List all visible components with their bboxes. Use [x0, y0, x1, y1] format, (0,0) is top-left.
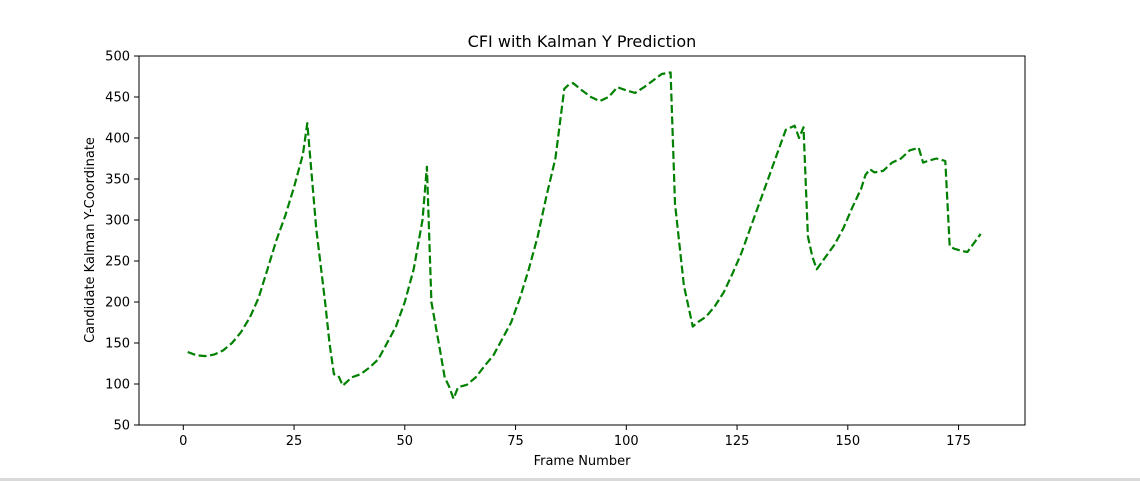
- plot-area: [139, 56, 1025, 425]
- x-tick-label: 0: [179, 434, 187, 449]
- plot-frame: [138, 55, 1026, 426]
- y-axis-ticks: 50 100 150 200 250 300 350 400 450 500: [105, 50, 139, 434]
- series-line-0: [187, 71, 982, 400]
- x-tick-label: 175: [946, 434, 971, 449]
- y-tick-label: 350: [105, 173, 130, 188]
- y-tick-label: 50: [113, 419, 130, 434]
- y-tick-label: 200: [105, 296, 130, 311]
- y-tick-label: 500: [105, 50, 130, 65]
- x-tick-label: 150: [835, 434, 860, 449]
- series-layer: [187, 71, 982, 400]
- bottom-border: [0, 478, 1140, 481]
- y-tick-label: 450: [105, 91, 130, 106]
- y-tick-label: 150: [105, 337, 130, 352]
- y-tick-label: 400: [105, 132, 130, 147]
- chart-title: CFI with Kalman Y Prediction: [468, 32, 697, 51]
- x-tick-label: 125: [725, 434, 750, 449]
- x-axis-label: Frame Number: [534, 454, 632, 469]
- y-tick-label: 100: [105, 378, 130, 393]
- x-tick-label: 75: [507, 434, 524, 449]
- x-tick-label: 50: [397, 434, 414, 449]
- y-axis-label: Candidate Kalman Y-Coordinate: [83, 137, 98, 343]
- y-tick-label: 250: [105, 255, 130, 270]
- x-tick-label: 25: [286, 434, 303, 449]
- y-tick-label: 300: [105, 214, 130, 229]
- x-tick-label: 100: [614, 434, 639, 449]
- x-axis-ticks: 0 25 50 75 100 125 150 175: [179, 425, 971, 449]
